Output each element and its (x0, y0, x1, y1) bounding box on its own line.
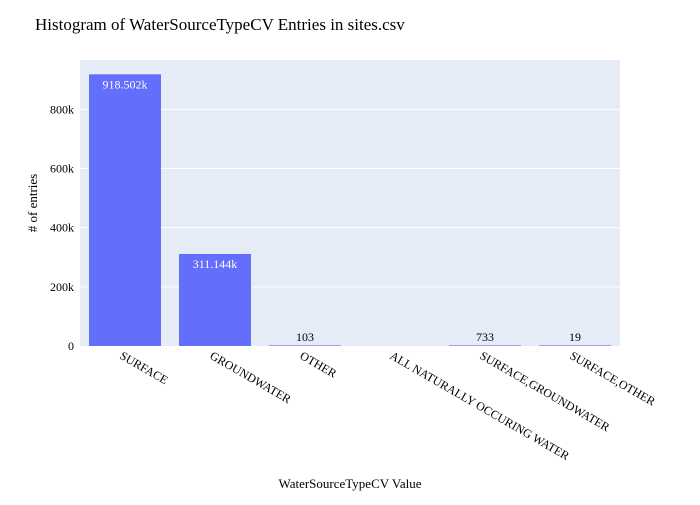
gridlines (80, 108, 620, 288)
bar (89, 74, 161, 347)
x-tick-label: OTHER (298, 348, 340, 380)
plot-area (80, 60, 620, 346)
bar (449, 345, 521, 346)
bar-value-label: 19 (569, 330, 581, 344)
bar-value-label: 103 (296, 330, 314, 344)
y-tick-label: 800k (50, 102, 74, 116)
y-tick-label: 0 (68, 339, 74, 353)
bar-value-label: 918.502k (103, 77, 148, 91)
x-tick-label: ALL NATURALLY OCCURING WATER (388, 348, 572, 462)
x-tick-label: SURFACE (118, 348, 171, 387)
x-tick-label: SURFACE,OTHER (568, 348, 658, 408)
bar (269, 345, 341, 346)
x-axis-title: WaterSourceTypeCV Value (278, 476, 421, 491)
x-tick-label: GROUNDWATER (208, 348, 294, 406)
chart-title: Histogram of WaterSourceTypeCV Entries i… (35, 15, 405, 34)
y-axis-title: # of entries (25, 174, 40, 232)
bar (179, 253, 251, 346)
bar-value-label: 733 (476, 330, 494, 344)
bars: 918.502k 311.144k 103 733 19 (89, 74, 611, 347)
bar-value-label: 311.144k (193, 257, 238, 271)
y-tick-label: 600k (50, 162, 74, 176)
y-tick-label: 200k (50, 280, 74, 294)
bar (539, 345, 611, 346)
y-tick-label: 400k (50, 221, 74, 235)
